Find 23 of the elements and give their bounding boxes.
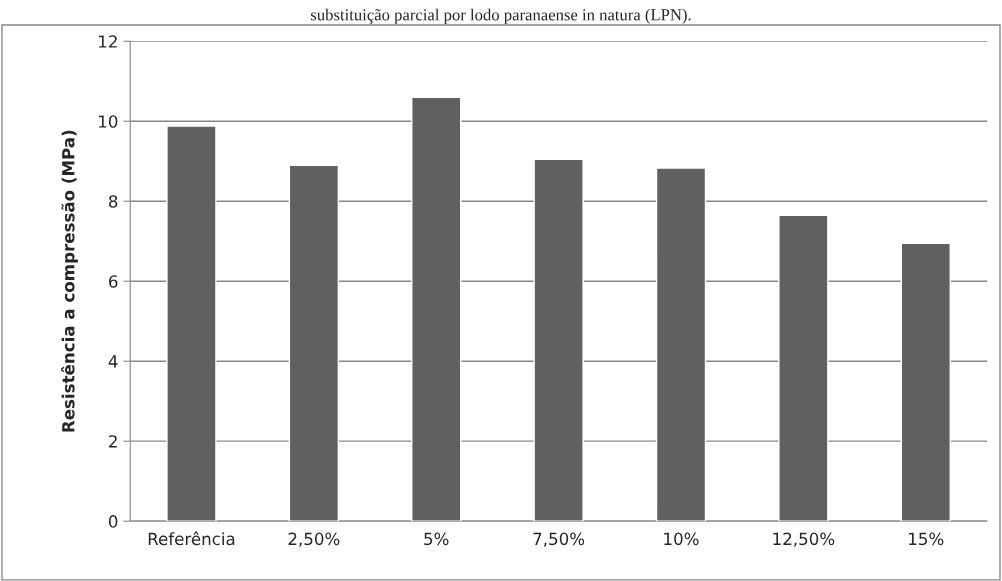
y-tick-label: 12 [99, 35, 117, 48]
y-tick-label: 8 [108, 195, 118, 208]
y-tick-label: 2 [109, 435, 117, 448]
y-tick-label: 10 [99, 115, 118, 128]
x-tick-label: 2,50% [288, 532, 340, 547]
bar [411, 96, 462, 522]
bar [288, 164, 340, 522]
bar [533, 158, 584, 522]
y-tick-label: 6 [109, 275, 118, 288]
x-tick-label: 5% [424, 532, 449, 546]
x-tick-label: 12,50% [773, 532, 835, 547]
y-tick-label: 4 [108, 355, 118, 368]
bar [166, 125, 217, 522]
x-tick-label: Referência [148, 531, 235, 546]
x-tick-label: 10% [664, 532, 699, 546]
x-tick-label: 7,50% [533, 532, 585, 547]
chart-title: substituição parcial por lodo paranaense in natura (LPN). [311, 8, 691, 24]
y-axis-title: Resistência a compressão (MPa) [61, 130, 78, 432]
bar [778, 214, 829, 522]
y-tick-label: 0 [108, 515, 118, 528]
bar [655, 167, 707, 522]
bar [900, 242, 951, 522]
x-tick-label: 15% [909, 532, 944, 546]
